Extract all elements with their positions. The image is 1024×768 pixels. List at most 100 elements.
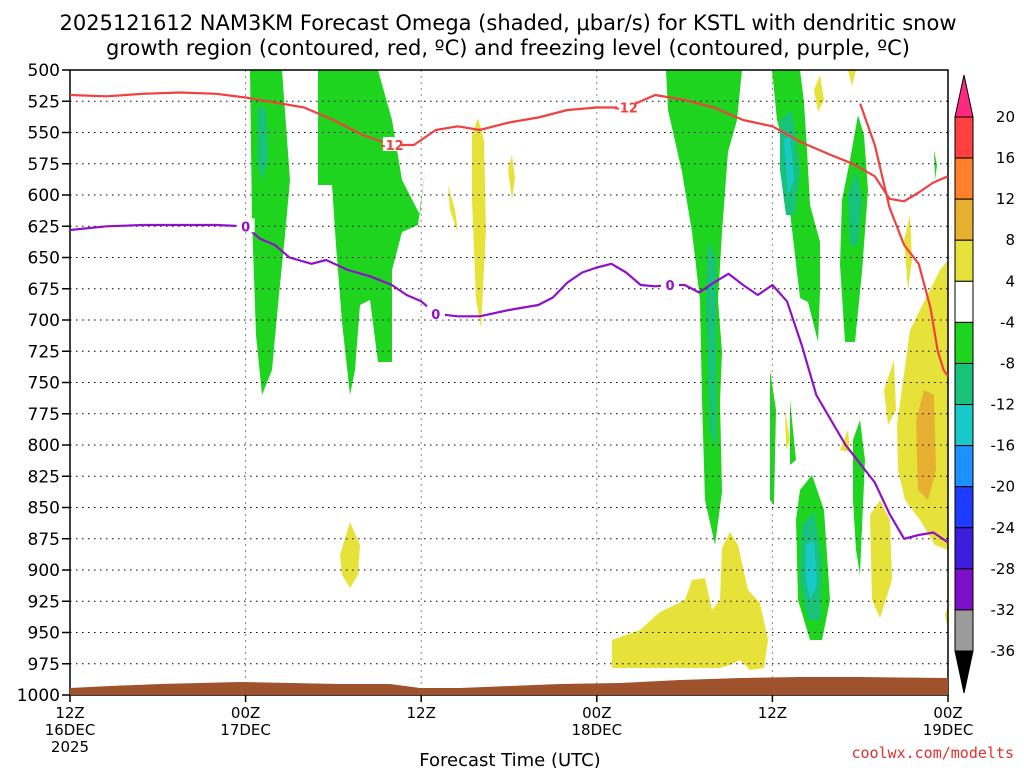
x-tick-label: 00Z xyxy=(231,704,260,722)
grid xyxy=(70,70,948,695)
omega-shade-green xyxy=(790,400,796,465)
y-tick-label: 625 xyxy=(28,217,60,237)
colorbar-label: -12 xyxy=(991,396,1016,414)
colorbar-label: -4 xyxy=(1000,313,1015,331)
y-tick-label: 975 xyxy=(28,655,60,675)
colorbar-top-arrow xyxy=(954,74,974,118)
colorbar-label: 8 xyxy=(1005,231,1015,249)
y-tick-label: 600 xyxy=(28,186,60,206)
colorbar-swatch xyxy=(954,116,974,159)
chart-title-line2: growth region (contoured, red, ºC) and f… xyxy=(106,36,910,60)
y-tick-label: 950 xyxy=(28,624,60,644)
y-tick-label: 900 xyxy=(28,561,60,581)
colorbar-swatch xyxy=(954,157,974,200)
y-tick-label: 925 xyxy=(28,592,60,612)
colorbar-swatch xyxy=(954,321,974,364)
y-tick-label: 1000 xyxy=(17,686,60,706)
omega-shade-yellow xyxy=(340,522,360,588)
omega-shade-green xyxy=(318,70,425,395)
colorbar-swatch xyxy=(954,568,974,611)
colorbar-swatch xyxy=(954,527,974,570)
omega-shading xyxy=(250,70,948,670)
contour-label: -12 xyxy=(614,102,638,117)
colorbar-label: -32 xyxy=(991,601,1016,619)
omega-shade-yellow xyxy=(508,155,515,200)
omega-shade-teal xyxy=(706,240,716,450)
y-tick-label: 700 xyxy=(28,311,60,331)
colorbar-label: 20 xyxy=(996,108,1015,126)
x-tick-date-label: 17DEC xyxy=(220,721,271,739)
y-tick-label: 500 xyxy=(28,61,60,81)
colorbar-swatch xyxy=(954,486,974,529)
contour-label: 0 xyxy=(665,279,674,294)
x-tick-date-label: 16DEC xyxy=(45,721,96,739)
x-tick-label: 00Z xyxy=(933,704,962,722)
contour-line xyxy=(859,103,948,377)
omega-shade-green xyxy=(853,420,865,575)
contour-label-bg xyxy=(660,277,679,291)
y-tick-label: 750 xyxy=(28,374,60,394)
colorbar-swatch xyxy=(954,198,974,241)
omega-shade-green xyxy=(770,370,776,505)
colorbar-label: -8 xyxy=(1000,354,1015,372)
x-tick-label: 12Z xyxy=(55,704,84,722)
colorbar-swatch xyxy=(954,404,974,447)
x-tick-label: 12Z xyxy=(407,704,436,722)
y-tick-label: 800 xyxy=(28,436,60,456)
omega-shade-cyan xyxy=(806,540,817,600)
x-axis-label: Forecast Time (UTC) xyxy=(419,750,600,768)
omega-shade-teal xyxy=(258,105,268,180)
contour-line xyxy=(70,91,948,203)
colorbar-label: -24 xyxy=(991,519,1016,537)
omega-shade-yellow xyxy=(884,360,896,425)
colorbar-swatch xyxy=(954,239,974,282)
omega-shade-yellow xyxy=(904,215,912,290)
y-tick-label: 825 xyxy=(28,467,60,487)
omega-shade-yellow xyxy=(785,410,790,450)
x-tick-date-label: 18DEC xyxy=(572,721,623,739)
y-tick-label: 725 xyxy=(28,342,60,362)
omega-shade-green xyxy=(250,70,290,395)
contour-label-bg xyxy=(236,218,255,233)
contour-label: 0 xyxy=(431,308,440,323)
chart-title-line1: 2025121612 NAM3KM Forecast Omega (shaded… xyxy=(59,11,956,35)
colorbar-swatch xyxy=(954,362,974,406)
contour-label: -12 xyxy=(380,139,404,154)
y-tick-label: 675 xyxy=(28,280,60,300)
y-tick-label: 875 xyxy=(28,530,60,550)
y-axis: 500 525 550 575 600 625 650 675 700 725 750 775 800 8… xyxy=(17,61,70,706)
omega-shade-green xyxy=(666,70,742,545)
omega-shade-yellow xyxy=(448,185,458,232)
y-tick-label: 525 xyxy=(28,92,60,112)
omega-shade-yellow xyxy=(814,75,824,112)
x-tick-date-label: 19DEC xyxy=(923,721,974,739)
omega-shade-yellow xyxy=(870,500,892,618)
omega-shade-yellow xyxy=(612,532,768,670)
colorbar-label: 12 xyxy=(996,190,1015,208)
x-tick-label: 12Z xyxy=(758,704,787,722)
y-tick-label: 575 xyxy=(28,155,60,175)
colorbar-label: -20 xyxy=(991,478,1016,496)
colorbar-swatch xyxy=(954,445,974,488)
colorbar: 20 16 12 8 4 -4 -8 -12 -16 -20 -24 -28 -32 -36 xyxy=(954,74,1016,694)
y-tick-label: 775 xyxy=(28,405,60,425)
credit-text: coolwx.com/modelts xyxy=(851,744,1014,762)
omega-shade-yellow xyxy=(848,70,856,86)
colorbar-label: -36 xyxy=(991,642,1016,660)
omega-shade-yellow xyxy=(472,118,486,328)
y-tick-label: 550 xyxy=(28,124,60,144)
colorbar-bottom-arrow xyxy=(954,650,974,694)
omega-shade-green xyxy=(934,150,937,180)
x-tick-label: 00Z xyxy=(582,704,611,722)
x-tick-year-label: 2025 xyxy=(51,738,89,756)
contour-lines: -12 -12 0 0 0 xyxy=(70,91,948,544)
colorbar-swatch xyxy=(954,280,974,323)
colorbar-label: -16 xyxy=(991,437,1016,455)
terrain-surface xyxy=(70,677,948,695)
contour-label: 0 xyxy=(241,220,250,235)
contour-line xyxy=(70,223,948,544)
colorbar-swatch xyxy=(954,609,974,652)
contour-label-bg xyxy=(426,305,445,320)
